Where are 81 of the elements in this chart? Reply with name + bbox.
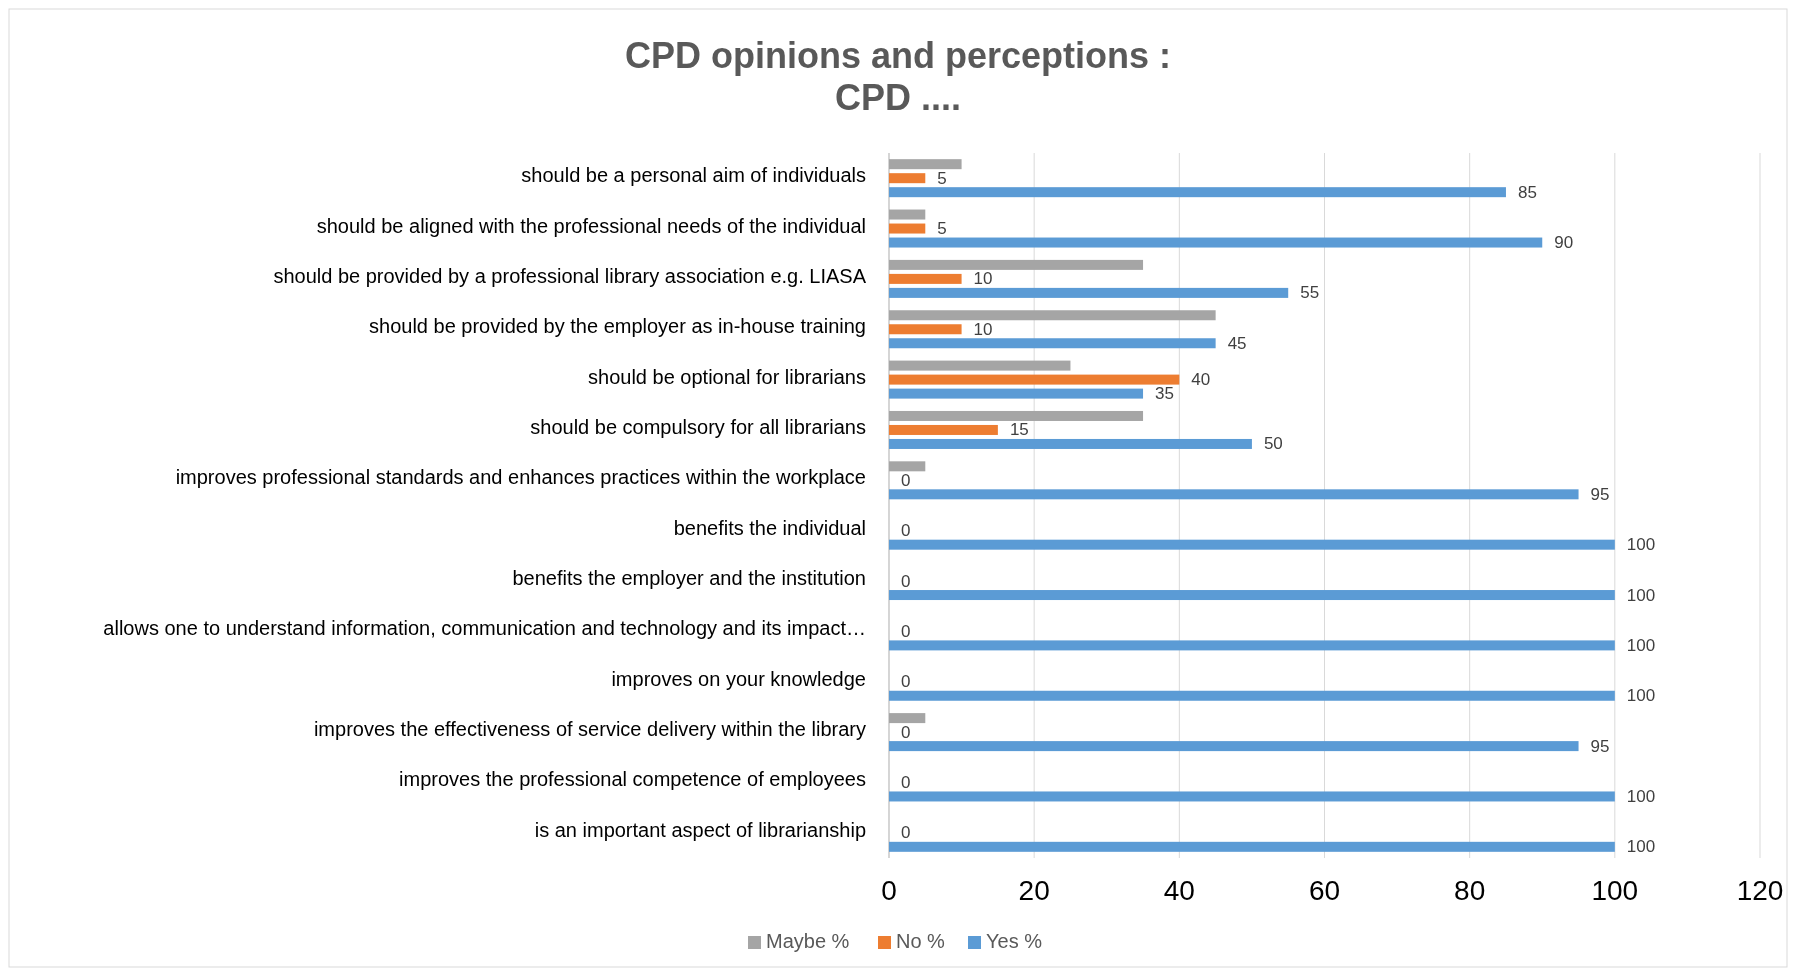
data-label: 95 (1590, 736, 1610, 756)
bar (889, 424, 998, 435)
bar (889, 287, 1289, 298)
y-tick-label: should be a personal aim of individuals (521, 164, 866, 187)
data-label: 5 (937, 168, 947, 188)
data-label: 100 (1626, 635, 1656, 655)
x-tick-label: 120 (1736, 875, 1784, 906)
bar (889, 410, 1144, 421)
bar (889, 713, 926, 724)
data-label: 50 (1263, 434, 1283, 454)
bar (889, 489, 1579, 500)
data-label: 0 (901, 621, 911, 641)
x-tick-label: 80 (1454, 875, 1486, 906)
data-label: 10 (973, 269, 993, 289)
bar (889, 461, 926, 472)
x-tick-label: 100 (1591, 875, 1639, 906)
data-label: 100 (1626, 786, 1656, 806)
data-label: 100 (1626, 686, 1656, 706)
y-tick-label: should be compulsory for all librarians (530, 415, 866, 438)
bar (889, 159, 962, 170)
data-label: 45 (1227, 333, 1247, 353)
bar (889, 324, 962, 335)
y-tick-label: improves the professional competence of employees (399, 768, 866, 791)
data-label: 40 (1191, 370, 1211, 390)
x-tick-label: 20 (1018, 875, 1050, 906)
bar (889, 273, 962, 284)
bar (889, 259, 1144, 270)
bar (889, 741, 1579, 752)
data-label: 100 (1626, 837, 1656, 857)
data-label: 100 (1626, 585, 1656, 605)
x-tick-label: 40 (1163, 875, 1195, 906)
y-tick-label: should be optional for librarians (588, 365, 866, 388)
y-tick-label: should be provided by a professional library association e.g. LIASA (273, 264, 867, 287)
bar (889, 690, 1615, 701)
data-label: 0 (901, 571, 911, 591)
data-label: 0 (901, 772, 911, 792)
y-tick-label: benefits the individual (673, 516, 866, 539)
bar (889, 209, 926, 220)
data-label: 100 (1626, 535, 1656, 555)
data-label: 90 (1554, 233, 1574, 253)
bar (889, 791, 1615, 802)
bar (889, 374, 1180, 385)
y-tick-label: improves the effectiveness of service delivery within the library (313, 718, 866, 741)
bar (889, 388, 1144, 399)
data-label: 15 (1009, 420, 1029, 440)
bar (889, 173, 926, 184)
data-label: 35 (1155, 384, 1174, 404)
bar (889, 590, 1615, 601)
data-label: 95 (1590, 484, 1610, 504)
legend-label: Maybe % (766, 930, 850, 952)
data-label: 10 (973, 319, 993, 339)
bar (889, 310, 1216, 321)
x-tick-label: 0 (881, 875, 897, 906)
y-tick-label: is an important aspect of librarianship (534, 818, 866, 841)
data-label: 55 (1300, 283, 1320, 303)
bar (889, 539, 1615, 550)
y-tick-label: should be provided by the employer as in-house training (369, 315, 866, 338)
data-label: 0 (901, 672, 911, 692)
data-label: 85 (1517, 182, 1537, 202)
bar (889, 640, 1615, 651)
bar (889, 360, 1071, 371)
bar (889, 438, 1252, 449)
bar (889, 237, 1543, 248)
bar (889, 338, 1216, 349)
data-label: 0 (901, 470, 911, 490)
bar (889, 187, 1506, 198)
bar (889, 841, 1615, 852)
data-label: 5 (937, 219, 947, 239)
x-tick-label: 60 (1308, 875, 1341, 906)
legend-label: Yes % (986, 930, 1043, 952)
y-tick-label: improves professional standards and enhances practices within the workplace (175, 466, 866, 489)
data-label: 0 (901, 823, 911, 843)
legend-label: No % (896, 930, 946, 952)
y-tick-label: allows one to understand information, communication and technology and its impact… (103, 617, 866, 640)
data-label: 0 (901, 722, 911, 742)
y-tick-label: benefits the employer and the institution (512, 567, 866, 590)
y-tick-label: should be aligned with the professional needs of the individual (316, 214, 866, 237)
y-tick-label: improves on your knowledge (611, 667, 866, 690)
bar (889, 223, 926, 234)
data-label: 0 (901, 521, 911, 541)
chart-title: CPD opinions and perceptions : CPD .... (624, 35, 1172, 118)
